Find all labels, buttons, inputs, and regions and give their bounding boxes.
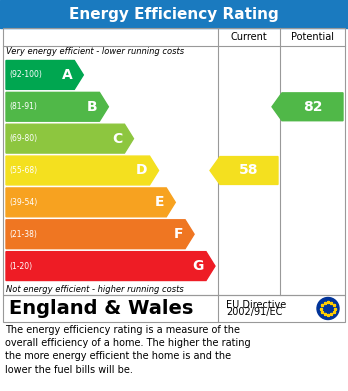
Text: D: D <box>136 163 148 178</box>
Text: A: A <box>62 68 72 82</box>
Polygon shape <box>6 92 109 121</box>
Polygon shape <box>272 93 343 121</box>
Text: G: G <box>193 259 204 273</box>
Text: (69-80): (69-80) <box>9 134 37 143</box>
Bar <box>3 28 345 295</box>
Text: 58: 58 <box>239 163 259 178</box>
Polygon shape <box>6 252 215 280</box>
Text: (21-38): (21-38) <box>9 230 37 239</box>
Text: (1-20): (1-20) <box>9 262 32 271</box>
Polygon shape <box>6 220 194 249</box>
Bar <box>3 295 345 322</box>
Text: Energy Efficiency Rating: Energy Efficiency Rating <box>69 7 279 22</box>
Text: Current: Current <box>231 32 267 42</box>
Text: EU Directive: EU Directive <box>226 300 286 310</box>
Polygon shape <box>6 156 159 185</box>
Text: B: B <box>87 100 97 114</box>
Text: Potential: Potential <box>291 32 334 42</box>
Text: E: E <box>155 196 164 209</box>
Polygon shape <box>6 124 134 153</box>
Circle shape <box>317 298 339 319</box>
Text: (92-100): (92-100) <box>9 70 42 79</box>
Text: F: F <box>174 227 183 241</box>
Text: (81-91): (81-91) <box>9 102 37 111</box>
Text: (39-54): (39-54) <box>9 198 37 207</box>
Text: England & Wales: England & Wales <box>9 299 193 318</box>
Text: Not energy efficient - higher running costs: Not energy efficient - higher running co… <box>6 285 184 294</box>
Text: Very energy efficient - lower running costs: Very energy efficient - lower running co… <box>6 47 184 56</box>
Text: (55-68): (55-68) <box>9 166 37 175</box>
Text: C: C <box>112 132 122 145</box>
Polygon shape <box>6 61 83 90</box>
Text: The energy efficiency rating is a measure of the
overall efficiency of a home. T: The energy efficiency rating is a measur… <box>5 325 251 375</box>
Polygon shape <box>6 188 175 217</box>
Bar <box>0 0 348 28</box>
Polygon shape <box>210 156 278 185</box>
Text: 2002/91/EC: 2002/91/EC <box>226 307 282 317</box>
Text: 82: 82 <box>303 100 322 114</box>
